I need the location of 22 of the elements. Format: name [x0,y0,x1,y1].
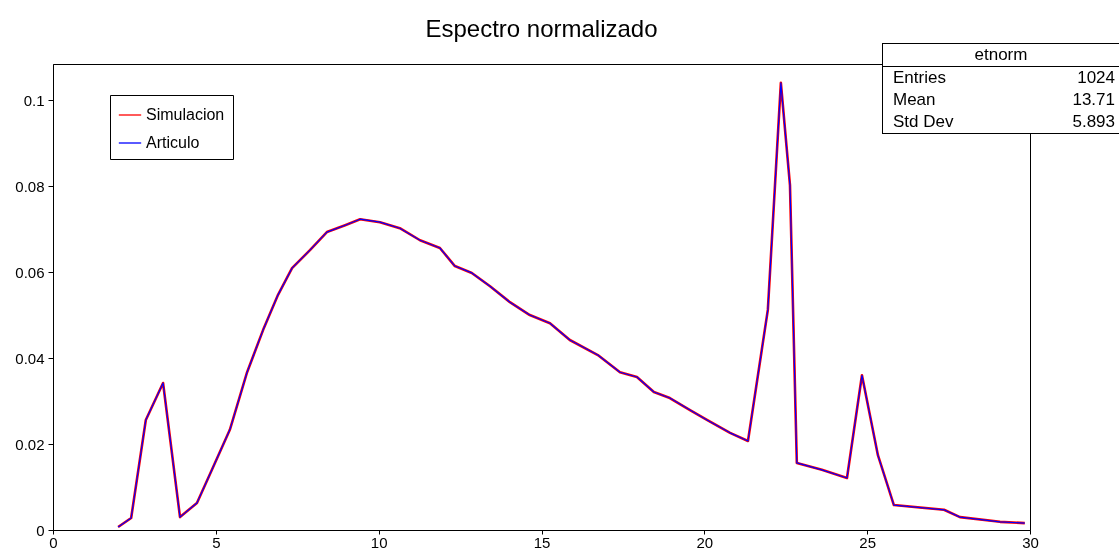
text: etnorm [883,44,1119,67]
y-tick-label: 0.06 [15,263,45,281]
y-tick-label: 0.1 [23,91,45,109]
annotation: Std Dev [893,112,954,132]
legend-label: Simulacion [146,106,225,123]
annotation: Entries [893,68,946,88]
x-tick-label: 30 [1022,533,1039,549]
y-tick-label: 0.02 [15,435,45,453]
x-tick-label: 5 [212,533,221,549]
chart-title: Espectro normalizado [425,15,658,42]
x-tick-label: 20 [696,533,714,549]
y-tick-label: 0.08 [15,177,45,195]
x-tick-label: 0 [49,533,58,549]
annotation: Mean [893,90,936,110]
x-tick-label: 10 [370,533,388,549]
x-tick-label: 15 [533,533,551,549]
legend-label: Articulo [146,134,200,151]
x-tick-label: 25 [859,533,877,549]
text: 5.893 [1072,112,1115,132]
text: 1024 [1077,68,1115,88]
text: 13.71 [1072,90,1115,110]
y-tick-label: 0.04 [15,349,45,367]
